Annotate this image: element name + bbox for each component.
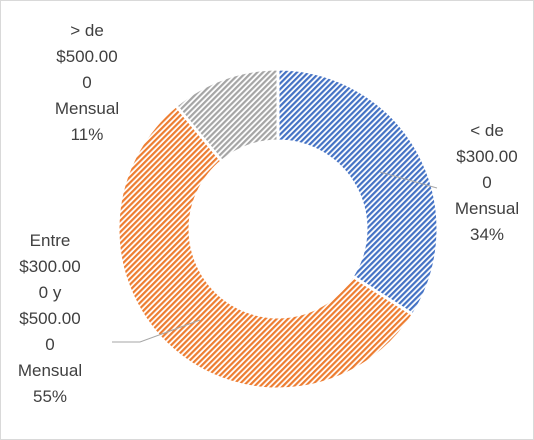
slice-label: < de $300.000 Mensual 34% bbox=[453, 118, 521, 248]
slice-label: > de $500.000 Mensual 11% bbox=[53, 18, 121, 148]
donut-slice bbox=[116, 103, 416, 391]
slice-label: Entre $300.000 y $500.000 Mensual 55% bbox=[16, 228, 84, 410]
leader-line bbox=[379, 171, 438, 189]
value-label: 34% bbox=[469, 225, 505, 244]
category-label: < de $300.000 Mensual bbox=[454, 121, 520, 218]
donut-slice bbox=[276, 67, 440, 317]
category-label: > de $500.000 Mensual bbox=[54, 21, 120, 118]
value-label: 11% bbox=[70, 125, 104, 144]
category-label: Entre $300.000 y $500.000 Mensual bbox=[17, 231, 83, 380]
leader-line bbox=[112, 319, 201, 343]
value-label: 55% bbox=[32, 387, 68, 406]
donut-slice bbox=[173, 67, 280, 164]
